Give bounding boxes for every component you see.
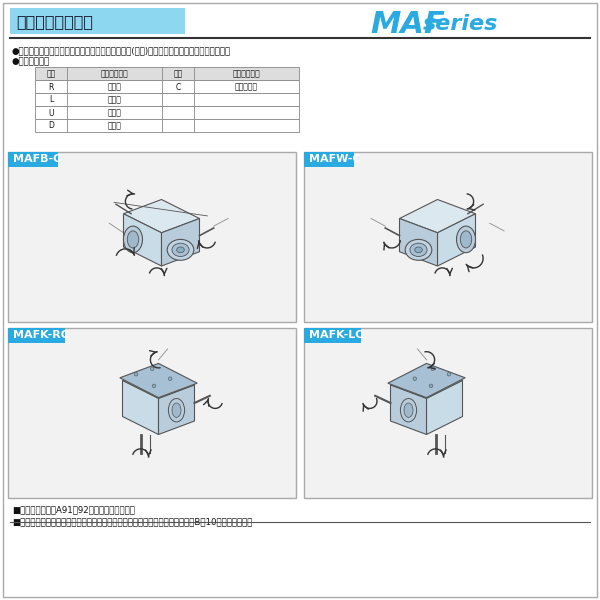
Text: 記号: 記号 [173,70,182,79]
Circle shape [429,384,433,388]
Text: ●軸配置の記号: ●軸配置の記号 [12,57,50,66]
Ellipse shape [405,239,432,260]
Text: D: D [48,121,54,130]
Text: R: R [49,82,53,91]
Polygon shape [122,367,194,398]
Circle shape [134,373,138,376]
Text: 出力軸両軸: 出力軸両軸 [235,82,258,91]
Polygon shape [391,385,427,434]
Polygon shape [388,364,465,398]
Text: 左　側: 左 側 [107,95,121,104]
Text: 上　側: 上 側 [107,109,121,118]
Text: series: series [423,14,499,34]
Bar [304,328,361,343]
Polygon shape [437,214,476,266]
Ellipse shape [415,247,422,253]
Text: MAFK-LC: MAFK-LC [309,331,364,340]
Ellipse shape [404,403,413,418]
Bar [35,106,299,119]
Polygon shape [122,380,158,434]
Text: ■軸配置の詳細はA91・92を参照して下さい。: ■軸配置の詳細はA91・92を参照して下さい。 [12,505,135,514]
Ellipse shape [457,226,476,253]
Bar [10,8,185,34]
Ellipse shape [167,239,194,260]
Bar [35,67,299,80]
Circle shape [152,384,156,388]
Circle shape [169,377,172,380]
Polygon shape [427,380,463,434]
Bar [8,152,58,167]
Ellipse shape [124,226,143,253]
Bar [304,328,592,498]
Ellipse shape [400,398,416,422]
Text: MAFK-RC: MAFK-RC [13,331,69,340]
Text: 記号: 記号 [46,70,56,79]
Bar [8,328,296,498]
Text: 下　側: 下 側 [107,121,121,130]
Circle shape [447,373,451,376]
Bar [8,152,296,322]
Circle shape [151,367,154,371]
Ellipse shape [169,398,185,422]
Text: ●軸配置は入力軸またはモータを手前にして出力軸(青色)の出ている方向で決定して下さい。: ●軸配置は入力軸またはモータを手前にして出力軸(青色)の出ている方向で決定して下… [12,46,231,55]
Polygon shape [400,218,437,266]
Ellipse shape [127,231,139,248]
Bar [304,152,592,322]
Polygon shape [158,385,194,434]
Text: 軸配置と回転方向: 軸配置と回転方向 [16,14,93,29]
Text: MAFB-C: MAFB-C [13,154,61,164]
Polygon shape [124,214,161,266]
Text: L: L [49,95,53,104]
Bar [35,93,299,106]
Ellipse shape [460,231,472,248]
Polygon shape [120,364,197,398]
Text: 右　側: 右 側 [107,82,121,91]
Circle shape [431,367,434,371]
Text: MAF: MAF [370,10,445,39]
Text: C: C [175,82,181,91]
Ellipse shape [410,243,427,257]
Circle shape [413,377,416,380]
Text: 出力軸の方向: 出力軸の方向 [233,70,260,79]
Text: U: U [48,109,54,118]
Bar [8,328,65,343]
Polygon shape [161,218,199,266]
Text: 出力軸の方向: 出力軸の方向 [101,70,128,79]
Text: ■特殊な取付状態については、当社へお問い合わせ下さい。なお、参考としてB－10をご覧下さい。: ■特殊な取付状態については、当社へお問い合わせ下さい。なお、参考としてB－10を… [12,517,253,526]
Bar [35,119,299,132]
Bar [304,152,354,167]
Polygon shape [400,199,476,233]
Ellipse shape [172,403,181,418]
Ellipse shape [176,247,184,253]
Bar [35,80,299,93]
Polygon shape [124,199,199,233]
Text: MAFW-C: MAFW-C [309,154,361,164]
Polygon shape [391,367,463,398]
Ellipse shape [172,243,189,257]
